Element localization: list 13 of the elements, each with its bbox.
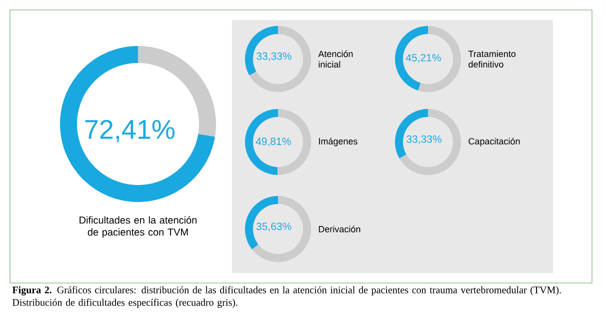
data-label: 33,33% bbox=[256, 52, 292, 62]
data-label: 35,63% bbox=[256, 222, 292, 232]
text: Dificultades en la atención de pacientes con TVM bbox=[80, 216, 197, 238]
data-label: 45,21% bbox=[406, 54, 441, 63]
text: Capacitación bbox=[468, 138, 520, 146]
text: Atención inicial bbox=[318, 50, 353, 68]
text: Tratamiento definitivo bbox=[468, 50, 516, 68]
text: Figura 2. Gráficos circulares: distribución de las dificultades en la atención inicial de pacientes con trauma vertebromedular (TVM). Distribución de dificultades específicas (recuadro gris). bbox=[12, 286, 561, 308]
data-label: 33,33% bbox=[406, 135, 442, 144]
text: Imágenes bbox=[319, 138, 358, 146]
data-label: 72,41% bbox=[85, 120, 175, 142]
data-label: 49,81% bbox=[256, 138, 291, 146]
text: Derivación bbox=[318, 226, 360, 232]
